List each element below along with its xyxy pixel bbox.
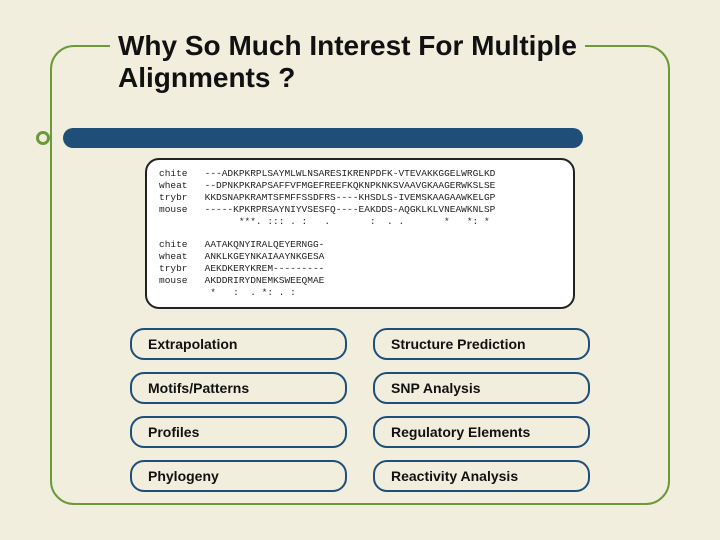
title-block: Why So Much Interest For Multiple Alignm… <box>110 30 585 98</box>
topics-grid: Extrapolation Structure Prediction Motif… <box>130 328 590 492</box>
topic-profiles: Profiles <box>130 416 347 448</box>
align-row: trybr KKDSNAPKRAMTSFMFFSSDFRS----KHSDLS-… <box>159 192 495 203</box>
align-row: chite AATAKQNYIRALQEYERNGG- <box>159 239 324 250</box>
topic-regulatory-elements: Regulatory Elements <box>373 416 590 448</box>
accent-bar <box>63 128 583 148</box>
consensus-row: ***. ::: . : . : . . * *: * <box>159 216 490 227</box>
topic-phylogeny: Phylogeny <box>130 460 347 492</box>
topic-structure-prediction: Structure Prediction <box>373 328 590 360</box>
topic-extrapolation: Extrapolation <box>130 328 347 360</box>
align-row: chite ---ADKPKRPLSAYMLWLNSARESIKRENPDFK-… <box>159 168 495 179</box>
title-line-1: Why So Much Interest For Multiple <box>118 30 577 62</box>
consensus-row: * : . *: . : <box>159 287 296 298</box>
align-row: trybr AEKDKERYKREM--------- <box>159 263 324 274</box>
title-line-2: Alignments ? <box>118 62 577 94</box>
topic-snp-analysis: SNP Analysis <box>373 372 590 404</box>
align-row: mouse AKDDRIRYDNEMKSWEEQMAE <box>159 275 324 286</box>
align-row: wheat ANKLKGEYNKAIAAYNKGESA <box>159 251 324 262</box>
topic-reactivity-analysis: Reactivity Analysis <box>373 460 590 492</box>
topic-motifs-patterns: Motifs/Patterns <box>130 372 347 404</box>
align-row: wheat --DPNKPKRAPSAFFVFMGEFREEFKQKNPKNKS… <box>159 180 495 191</box>
alignment-panel: chite ---ADKPKRPLSAYMLWLNSARESIKRENPDFK-… <box>145 158 575 309</box>
bullet-icon <box>36 131 50 145</box>
align-row: mouse -----KPKRPRSAYNIYVSESFQ----EAKDDS-… <box>159 204 495 215</box>
